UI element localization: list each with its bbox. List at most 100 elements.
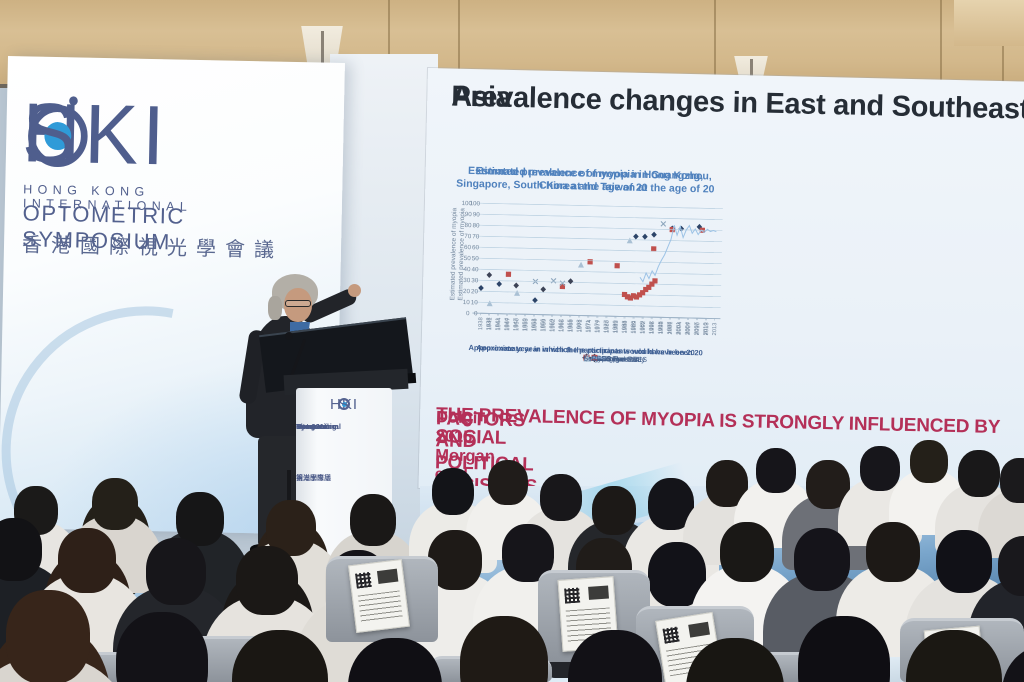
sconce-slit <box>750 58 753 88</box>
handout-sheet <box>348 558 410 634</box>
svg-text:100: 100 <box>462 200 473 207</box>
audience-member-head <box>936 530 992 593</box>
svg-text:60: 60 <box>472 244 480 251</box>
svg-text:1992: 1992 <box>649 321 655 334</box>
svg-text:2007: 2007 <box>694 322 700 335</box>
svg-text:80: 80 <box>472 222 480 229</box>
svg-text:2004: 2004 <box>677 321 683 335</box>
podium-cn-line: 香港國際 <box>296 475 324 482</box>
svg-text:1974: 1974 <box>587 319 593 333</box>
wall-panel-seam <box>714 0 716 88</box>
svg-text:80: 80 <box>464 222 472 229</box>
svg-text:1974: 1974 <box>595 319 601 333</box>
audience-member-head <box>116 612 208 682</box>
svg-text:1956: 1956 <box>540 319 546 332</box>
svg-text:1983: 1983 <box>614 320 620 333</box>
svg-text:40: 40 <box>471 266 479 273</box>
podium-cn-line: 第二十二屆 <box>296 475 331 482</box>
svg-text:1995: 1995 <box>658 321 664 334</box>
svg-text:40: 40 <box>463 266 471 273</box>
svg-text:2004: 2004 <box>685 321 691 335</box>
audience-member-head <box>236 546 298 616</box>
audience-member-head <box>432 468 474 516</box>
svg-text:1977: 1977 <box>596 320 602 333</box>
svg-text:1938: 1938 <box>486 317 492 330</box>
svg-text:0: 0 <box>474 310 478 317</box>
speaker-hair-side <box>268 296 282 320</box>
svg-text:1950: 1950 <box>514 318 520 331</box>
audience-member-head <box>720 522 774 583</box>
svg-text:1977: 1977 <box>604 320 610 333</box>
svg-text:1989: 1989 <box>632 321 638 334</box>
svg-text:2010: 2010 <box>695 322 701 335</box>
handout-thumbnail <box>688 621 710 638</box>
speaker-glasses <box>285 300 311 307</box>
svg-text:1947: 1947 <box>505 318 511 331</box>
audience-member-head <box>58 528 116 593</box>
audience-member-head <box>146 538 206 606</box>
audience-member-head <box>92 478 138 530</box>
svg-text:1944: 1944 <box>496 317 502 331</box>
podium-text-line: Optometric <box>296 422 337 431</box>
svg-text:1989: 1989 <box>640 321 646 334</box>
svg-text:1953: 1953 <box>531 318 537 331</box>
audience-member-head <box>6 590 90 682</box>
audience-member-head <box>794 528 850 591</box>
handout-thumbnail <box>376 568 399 584</box>
svg-text:1998: 1998 <box>667 321 673 334</box>
chart-guangzhou: Estimated prevalence of myopia in Guangz… <box>448 164 744 364</box>
svg-text:1992: 1992 <box>641 321 647 334</box>
podium-logo-eye-icon <box>338 398 350 410</box>
svg-text:50: 50 <box>464 255 472 262</box>
svg-text:1944: 1944 <box>504 317 510 331</box>
svg-text:2001: 2001 <box>668 322 674 335</box>
svg-text:20: 20 <box>471 288 479 295</box>
svg-text:1968: 1968 <box>576 319 582 332</box>
audience-member-head <box>910 440 948 483</box>
svg-text:1953: 1953 <box>523 318 529 331</box>
banner-arc-graphic <box>1 306 174 519</box>
svg-text:70: 70 <box>464 233 472 240</box>
svg-text:2010: 2010 <box>703 322 709 335</box>
svg-text:1980: 1980 <box>605 320 611 333</box>
podium-logo-dot <box>341 401 347 407</box>
hkios-banner: HKI S HONG KONG INTERNATIONAL OPTOMETRIC… <box>0 56 345 535</box>
svg-text:10: 10 <box>471 299 479 306</box>
podium-logo: HKI S <box>296 396 392 413</box>
audience-member-head <box>998 536 1024 597</box>
podium-text-line: The 22nd <box>296 422 329 431</box>
svg-text:1956: 1956 <box>532 318 538 331</box>
svg-text:1971: 1971 <box>577 319 583 332</box>
audience-member-head <box>460 616 548 682</box>
microphone-tip <box>285 332 293 340</box>
svg-text:1941: 1941 <box>495 318 501 331</box>
svg-text:1959: 1959 <box>541 319 547 332</box>
svg-text:1986: 1986 <box>623 320 629 333</box>
charts-row: Estimated prevalence of myopia in Hong K… <box>435 164 1024 389</box>
svg-text:1947: 1947 <box>513 318 519 331</box>
audience-member-head <box>350 494 396 546</box>
wall-panel-seam <box>388 0 390 88</box>
audience-member-head <box>0 518 42 581</box>
svg-text:1962: 1962 <box>550 319 556 332</box>
svg-text:1965: 1965 <box>567 319 573 332</box>
wall-panel-seam <box>940 0 942 88</box>
projection-screen: Prevalence changes in East and Southeast… <box>418 68 1024 503</box>
svg-text:0: 0 <box>466 310 470 317</box>
svg-text:100: 100 <box>470 200 481 207</box>
svg-text:1998: 1998 <box>659 321 665 334</box>
svg-text:10: 10 <box>463 299 471 306</box>
speaker-face <box>284 288 312 322</box>
svg-text:1959: 1959 <box>549 319 555 332</box>
svg-text:1983: 1983 <box>622 320 628 333</box>
svg-text:1980: 1980 <box>613 320 619 333</box>
svg-text:30: 30 <box>463 277 471 284</box>
svg-text:2013: 2013 <box>704 322 710 335</box>
wall-panel-seam <box>458 0 460 88</box>
audience-member-head <box>866 522 920 583</box>
svg-text:2007: 2007 <box>686 322 692 335</box>
svg-text:30: 30 <box>471 277 479 284</box>
